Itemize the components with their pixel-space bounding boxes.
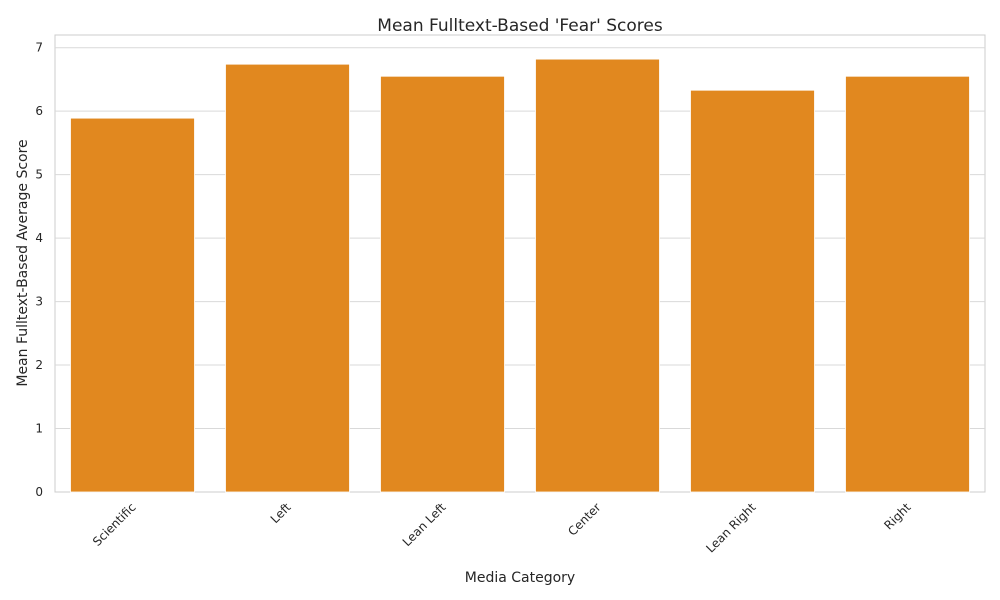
y-tick-label: 7 <box>35 41 43 55</box>
y-tick-label: 1 <box>35 422 43 436</box>
bar-lean-right <box>690 89 815 493</box>
y-tick-labels: 0 1 2 3 4 5 6 7 <box>35 41 43 499</box>
y-tick-label: 5 <box>35 168 43 182</box>
gridlines <box>55 47 985 430</box>
y-tick-label: 4 <box>35 231 43 245</box>
bar-left <box>225 63 350 493</box>
x-tick-label: Left <box>268 500 294 526</box>
bar-right <box>845 75 970 493</box>
y-tick-label: 3 <box>35 295 43 309</box>
y-tick-label: 0 <box>35 485 43 499</box>
chart-title: Mean Fulltext-Based 'Fear' Scores <box>377 16 663 36</box>
x-tick-labels: Scientific Left Lean Left Center Lean Right R… <box>90 500 914 556</box>
x-tick-label: Lean Right <box>703 500 759 556</box>
y-axis-label: Mean Fulltext-Based Average Score <box>15 139 31 386</box>
x-tick-label: Center <box>565 500 604 539</box>
x-tick-label: Right <box>881 500 913 532</box>
y-tick-label: 6 <box>35 104 43 118</box>
x-tick-label: Lean Left <box>400 500 449 549</box>
x-axis-label: Media Category <box>465 570 575 586</box>
bar-lean-left <box>380 75 505 493</box>
bar-center <box>535 58 660 493</box>
x-tick-label: Scientific <box>90 500 139 549</box>
y-tick-label: 2 <box>35 358 43 372</box>
bars <box>70 58 970 493</box>
bar-scientific <box>70 117 195 493</box>
